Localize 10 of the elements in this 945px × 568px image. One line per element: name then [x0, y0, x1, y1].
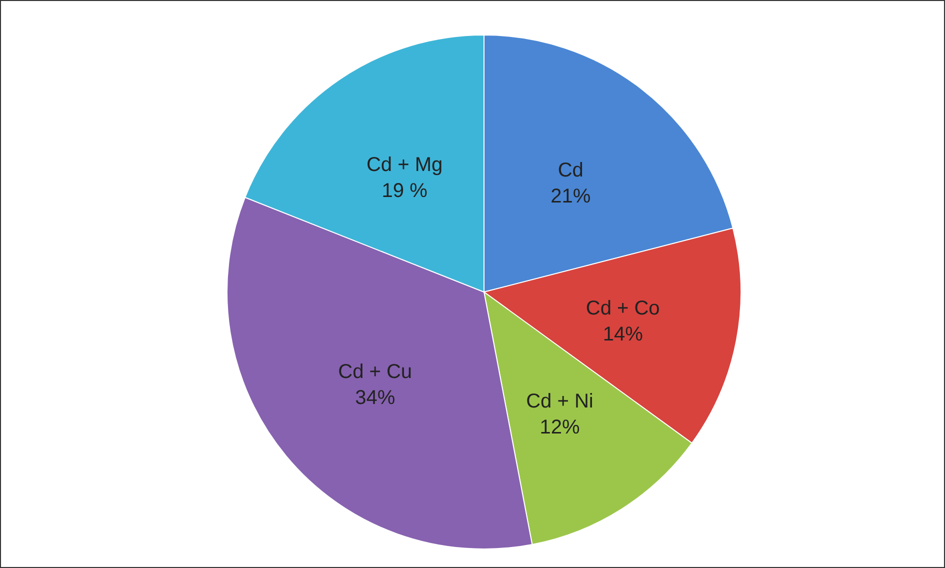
slice-label: Cd + Ni — [526, 390, 594, 412]
data-label: 19 % — [382, 180, 428, 202]
data-label: 21% — [550, 185, 591, 208]
slice-label: Cd — [558, 159, 584, 182]
data-label: 14% — [602, 323, 644, 346]
slice-label: Cd + Mg — [366, 154, 443, 176]
data-label: 34% — [355, 387, 396, 410]
slice-label: Cd + Cu — [338, 361, 412, 384]
data-label: 12% — [540, 416, 580, 438]
slice-label: Cd + Co — [586, 297, 660, 320]
